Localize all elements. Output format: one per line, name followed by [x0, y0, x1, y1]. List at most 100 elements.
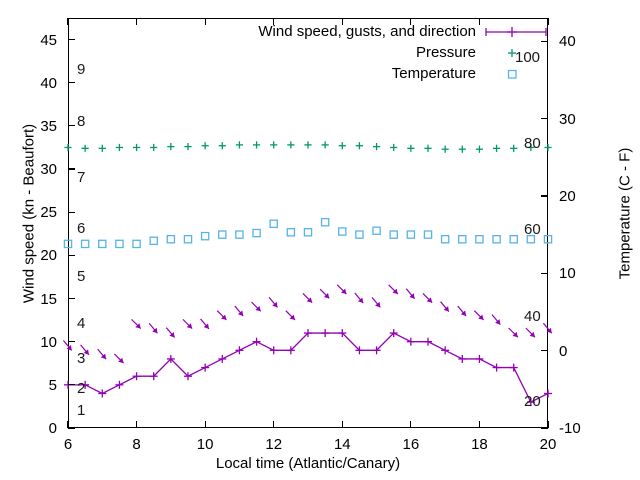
wind-barb-head [357, 297, 364, 304]
y-tick [68, 297, 75, 300]
wind-barb-head [221, 314, 227, 320]
x-tick [67, 421, 69, 428]
wind-barb-head [512, 331, 518, 338]
x-tick [410, 421, 412, 428]
x-tick [273, 421, 275, 428]
y-tick [68, 82, 75, 84]
y-tick-label: 0 [48, 420, 57, 437]
x-tick-top [547, 18, 549, 25]
y-tick-label: 40 [40, 74, 57, 92]
fahrenheit-label: 100 [515, 49, 541, 67]
y-tick-label: 30 [40, 161, 57, 179]
series-wind-speed-gusts-and-direction [64, 329, 552, 407]
wind-barb-head [186, 323, 193, 329]
marker-square [423, 230, 433, 239]
y2-tick-label: 10 [559, 265, 576, 283]
fahrenheit-label: 20 [524, 393, 541, 411]
marker-square [303, 228, 313, 237]
wind-barb-head [443, 306, 449, 312]
legend-swatch-square [484, 66, 548, 82]
beaufort-label: 6 [77, 220, 86, 238]
marker-square [166, 234, 176, 244]
y2-tick-label: 30 [559, 110, 576, 128]
y-tick-label: 45 [40, 31, 57, 49]
marker-square [218, 230, 227, 239]
marker-square [389, 230, 398, 239]
legend-item[interactable]: Pressure [238, 42, 548, 63]
y-axis-right-title: Temperature (C - F) [616, 147, 634, 280]
wind-barb-head [323, 292, 330, 299]
wind-barb-head [289, 314, 295, 320]
wind-barb-head [118, 357, 124, 364]
marker-square [98, 239, 107, 249]
marker-square [458, 234, 467, 244]
beaufort-label: 1 [77, 401, 86, 419]
legend-swatch-plus [484, 45, 548, 61]
x-tick-top [204, 18, 206, 25]
y-tick [68, 384, 75, 386]
legend-swatch-line-plus [484, 24, 548, 40]
marker-square [235, 230, 244, 239]
x-tick [204, 421, 206, 428]
marker-square [63, 239, 73, 249]
fahrenheit-label: 40 [524, 307, 541, 325]
wind-barb-head [203, 323, 209, 329]
y2-tick [541, 272, 548, 274]
wind-barb-head [460, 310, 467, 316]
x-tick-top [410, 18, 412, 25]
wind-barb-head [272, 301, 278, 308]
wind-barb-head [83, 349, 89, 355]
legend-item[interactable]: Temperature [238, 63, 548, 84]
beaufort-label: 7 [77, 168, 86, 186]
wind-barb-head [341, 288, 347, 295]
y2-tick [541, 195, 548, 197]
plot-area: 1 2 3 4 5 6 7 8 9 20 40 60 80 100 [62, 18, 553, 429]
marker-square [355, 230, 364, 239]
y2-tick-label: 0 [559, 342, 568, 360]
y-tick [68, 125, 75, 127]
x-tick-label: 8 [132, 436, 141, 453]
y2-tick-label: 40 [559, 33, 576, 51]
y-tick-label: 5 [48, 376, 57, 394]
y2-tick [541, 350, 548, 352]
beaufort-label: 5 [77, 267, 86, 285]
marker-square [286, 228, 296, 237]
fahrenheit-label: 60 [524, 220, 541, 238]
y-tick-label: 20 [40, 247, 57, 265]
x-tick-label: 16 [402, 436, 420, 453]
y2-tick [541, 117, 548, 120]
wind-barb-head [546, 327, 552, 334]
marker-square [526, 234, 536, 244]
legend-item[interactable]: Wind speed, gusts, and direction [238, 21, 548, 42]
x-tick-top [67, 18, 69, 25]
y-tick-label: 15 [40, 290, 57, 308]
marker-square [200, 231, 210, 241]
legend-label: Wind speed, gusts, and direction [258, 23, 476, 40]
wind-barb-head [169, 332, 175, 338]
beaufort-label: 3 [77, 349, 86, 367]
beaufort-label: 9 [77, 60, 86, 78]
marker-square [372, 226, 381, 235]
y2-tick-label: 20 [559, 187, 576, 205]
y-tick-label: 25 [40, 204, 57, 222]
wind-barb-head [135, 323, 141, 329]
marker-square [475, 234, 484, 244]
x-axis-title: Local time (Atlantic/Canary) [215, 455, 401, 472]
wind-barb-head [66, 345, 72, 351]
wind-barb-head [392, 288, 398, 295]
x-tick-top [273, 18, 275, 25]
wind-barb-head [100, 353, 107, 360]
marker-square [80, 239, 90, 249]
marker-square [406, 230, 416, 239]
x-tick-top [135, 18, 138, 25]
y-tick [68, 168, 75, 170]
beaufort-label: 8 [77, 112, 86, 130]
wind-barb-head [237, 310, 244, 316]
marker-square [269, 219, 278, 229]
x-tick [478, 421, 481, 428]
x-tick-label: 6 [63, 436, 73, 453]
marker-square [543, 234, 553, 244]
wind-speed-line [68, 332, 549, 403]
y2-tick [541, 427, 548, 429]
